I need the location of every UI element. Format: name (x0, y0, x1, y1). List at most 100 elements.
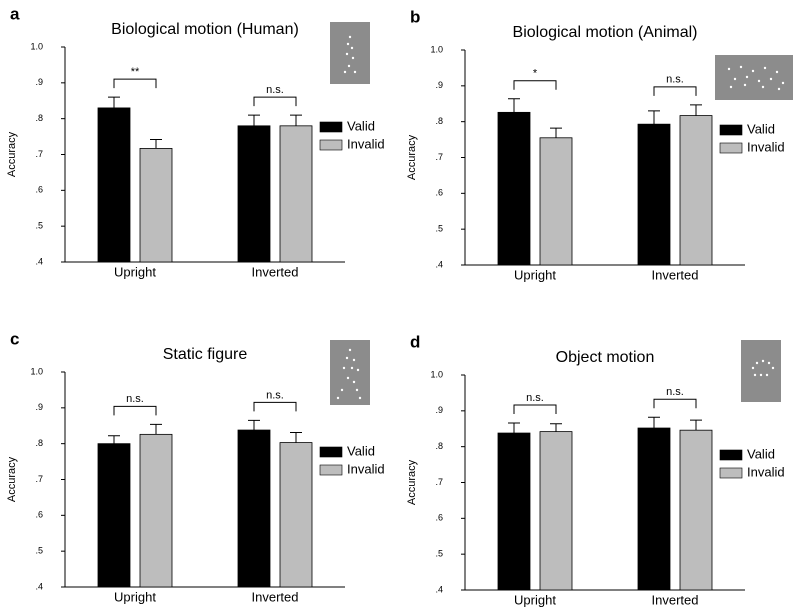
error-bar (108, 96, 120, 108)
error-bar (508, 422, 520, 434)
significance-label: n.s. (666, 386, 684, 398)
stimulus-dot (358, 396, 362, 400)
stimulus-dot (755, 361, 759, 365)
error-bar (508, 98, 520, 113)
error-bar (248, 419, 260, 431)
error-bar (248, 114, 260, 126)
bar (97, 443, 131, 588)
stimulus-dot (343, 70, 347, 74)
y-tick-label: .7 (435, 477, 443, 487)
y-tick-label: .4 (435, 584, 443, 594)
error-bar (550, 423, 562, 432)
bar (279, 442, 313, 588)
bar (237, 429, 271, 588)
error-bar (290, 432, 302, 443)
x-tick-label: Upright (114, 264, 156, 279)
stimulus-dot (761, 359, 765, 363)
stimulus-dot (727, 67, 731, 71)
bar (497, 111, 531, 266)
significance-bracket (113, 78, 157, 89)
legend-label: Invalid (747, 464, 785, 479)
stimulus-dot (345, 356, 349, 360)
stimulus-dot (346, 42, 350, 46)
legend-swatch (719, 467, 743, 479)
stimulus-dot (775, 70, 779, 74)
y-tick-label: .8 (35, 113, 43, 123)
y-tick-label: .4 (435, 259, 443, 269)
bar (497, 432, 531, 591)
error-bar (150, 423, 162, 435)
significance-bracket (253, 96, 297, 107)
significance-bracket (653, 398, 697, 409)
stimulus-dot (352, 358, 356, 362)
bar (237, 125, 271, 263)
bar (279, 125, 313, 263)
y-tick-label: .4 (35, 581, 43, 591)
y-tick-label: .5 (35, 221, 43, 231)
x-tick-label: Inverted (252, 589, 299, 604)
x-tick-label: Inverted (652, 267, 699, 282)
significance-bracket (513, 80, 557, 90)
y-tick-label: .7 (435, 152, 443, 162)
panel-label: c (10, 329, 19, 348)
y-tick-label: 1.0 (30, 41, 43, 51)
error-bar (690, 104, 702, 116)
bar (637, 427, 671, 591)
stimulus-dot (751, 69, 755, 73)
significance-label: n.s. (666, 74, 684, 86)
stimulus-dot (352, 380, 356, 384)
legend-label: Invalid (347, 136, 385, 151)
y-tick-label: .6 (435, 188, 443, 198)
stimulus-dot (356, 368, 360, 372)
stimulus-dot (781, 81, 785, 85)
stimulus-dot (340, 388, 344, 392)
y-axis-label: Accuracy (406, 459, 418, 505)
y-tick-label: .7 (35, 474, 43, 484)
legend-swatch (719, 124, 743, 136)
bar (139, 148, 173, 263)
significance-label: n.s. (266, 389, 284, 401)
significance-label: ** (131, 66, 140, 78)
stimulus-dot (733, 77, 737, 81)
bar (539, 137, 573, 266)
y-tick-label: .8 (35, 438, 43, 448)
significance-label: * (533, 68, 538, 80)
legend-label: Valid (347, 443, 375, 458)
y-tick-label: .5 (35, 546, 43, 556)
stimulus-dot (342, 366, 346, 370)
stimulus-dot (771, 366, 775, 370)
legend-label: Valid (747, 121, 775, 136)
bar (97, 107, 131, 263)
legend-label: Invalid (347, 461, 385, 476)
y-tick-label: .6 (435, 513, 443, 523)
y-tick-label: .7 (35, 149, 43, 159)
significance-label: n.s. (266, 84, 284, 96)
legend-swatch (319, 121, 343, 133)
stimulus-dot (348, 35, 352, 39)
stimulus-dot (745, 75, 749, 79)
stimulus-dot (759, 373, 763, 377)
legend-swatch (319, 464, 343, 476)
stimulus-dot (743, 83, 747, 87)
error-bar (108, 435, 120, 444)
stimulus-dot (345, 52, 349, 56)
stimulus-dot (761, 85, 765, 89)
y-tick-label: .9 (435, 80, 443, 90)
stimulus-thumbnail (715, 55, 793, 100)
significance-bracket (653, 86, 697, 96)
bar (139, 433, 173, 588)
y-tick-label: 1.0 (430, 44, 443, 54)
y-tick-label: .8 (435, 116, 443, 126)
panel: a Biological motion (Human) Accuracy .4 .5 .6… (6, 4, 385, 279)
stimulus-thumbnail (741, 340, 781, 402)
significance-bracket (253, 401, 297, 412)
stimulus-thumbnail (330, 22, 370, 84)
y-tick-label: .6 (35, 510, 43, 520)
panel-label: a (10, 4, 20, 23)
legend-label: Invalid (747, 139, 785, 154)
error-bar (648, 416, 660, 429)
stimulus-dot (729, 85, 733, 89)
legend-swatch (719, 449, 743, 461)
bar (679, 115, 713, 266)
legend-label: Valid (747, 446, 775, 461)
